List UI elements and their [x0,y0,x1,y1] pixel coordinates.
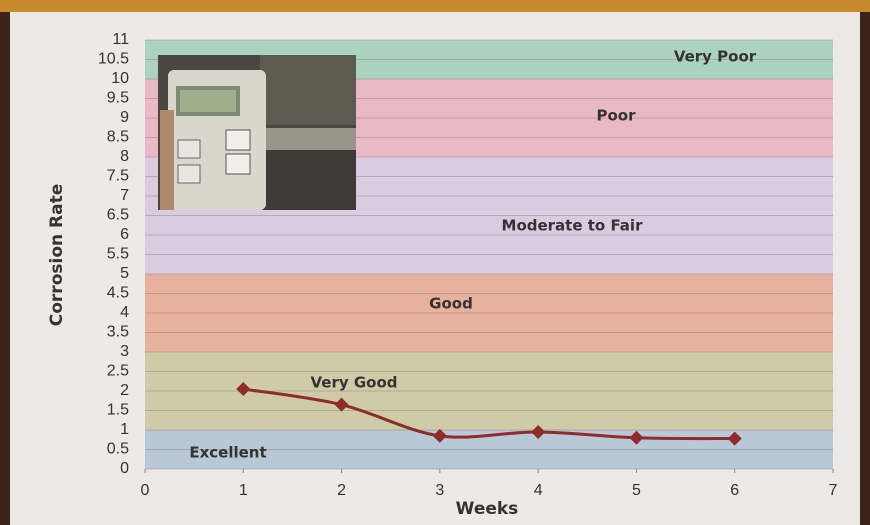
band-label: Excellent [189,444,266,462]
y-tick-label: 0.5 [107,441,129,458]
y-tick-label: 4 [120,304,129,321]
band-label: Poor [596,107,636,125]
y-tick-label: 9.5 [107,90,129,107]
y-tick-label: 6 [120,226,129,243]
x-tick-label: 3 [435,482,444,499]
y-tick-label: 1 [120,421,129,438]
y-tick-label: 2 [120,382,129,399]
y-tick-label: 3.5 [107,324,129,341]
header-bar [0,0,870,12]
y-tick-label: 3 [120,343,129,360]
y-tick-label: 7 [120,187,129,204]
x-tick-label: 6 [730,482,739,499]
x-tick-label: 5 [632,482,641,499]
band-label: Very Poor [674,48,757,66]
y-tick-label: 4.5 [107,285,129,302]
plot-area: 0 0.5 1 1.5 2 2.5 3 3.5 4 4.5 5 5.5 6 6.5 7 7.5 8 8.5 9 9.5… [98,31,838,499]
band-label: Very Good [310,374,397,392]
band-label: Moderate to Fair [502,217,644,235]
y-tick-label: 8 [120,148,129,165]
photo-inset [158,55,356,210]
x-tick-label: 0 [141,482,150,499]
y-tick-label: 1.5 [107,402,129,419]
y-tick-label: 11 [112,31,129,48]
y-tick-label: 5 [120,265,129,282]
y-tick-label: 2.5 [107,363,129,380]
y-tick-label: 8.5 [107,129,129,146]
y-tick-label: 0 [120,460,129,477]
y-tick-label: 10.5 [98,51,129,68]
x-tick-label: 1 [239,482,248,499]
y-tick-label: 9 [120,109,129,126]
y-tick-label: 6.5 [107,207,129,224]
y-tick-label: 7.5 [107,168,129,185]
x-tick-label: 4 [534,482,543,499]
x-tick-label: 7 [829,482,838,499]
y-axis-title: Corrosion Rate [47,184,67,326]
band-label: Good [429,295,473,313]
x-tick-label: 2 [337,482,346,499]
x-axis-title: Weeks [456,499,519,519]
y-tick-label: 10 [111,70,129,87]
chart: 0 0.5 1 1.5 2 2.5 3 3.5 4 4.5 5 5.5 6 6.5 7 7.5 8 8.5 9 9.5… [0,0,870,525]
y-tick-label: 5.5 [107,246,129,263]
